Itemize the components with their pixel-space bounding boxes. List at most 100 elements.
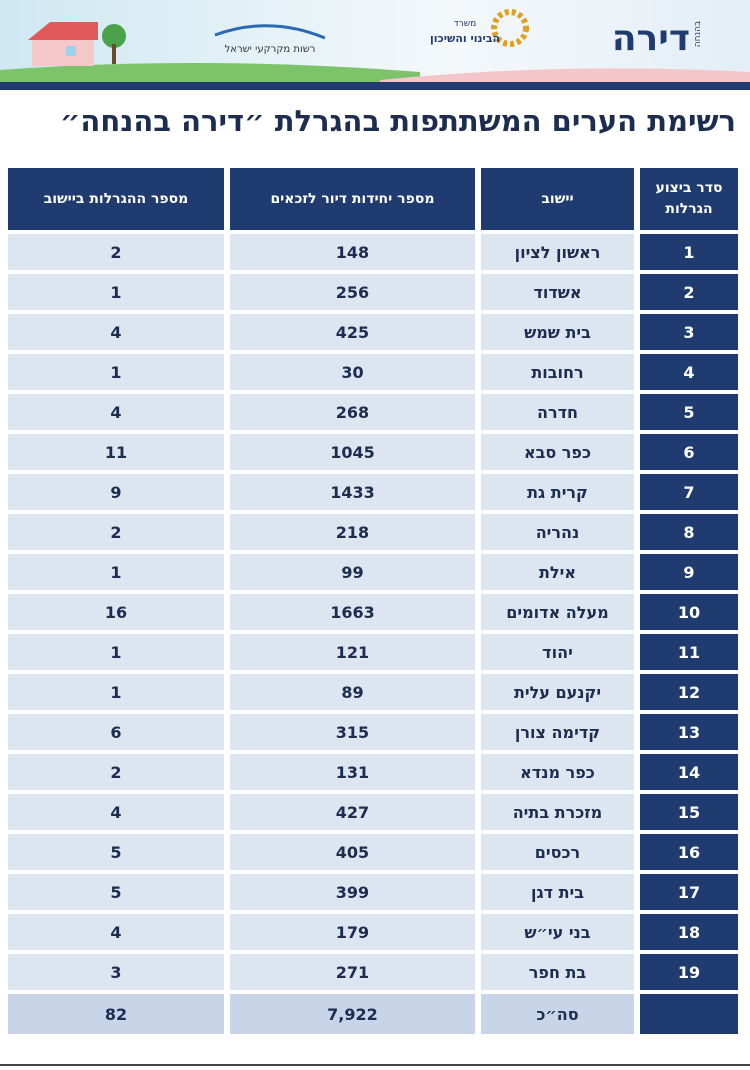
units-cell: 99 bbox=[229, 554, 475, 590]
table-row: 6 כפר סבא 1045 11 bbox=[8, 434, 738, 470]
table-row: 7 קרית גת 1433 9 bbox=[8, 474, 738, 510]
table-row: 3 בית שמש 425 4 bbox=[8, 314, 738, 350]
units-cell: 315 bbox=[229, 714, 475, 750]
trunk bbox=[112, 44, 116, 64]
order-cell: 14 bbox=[640, 754, 738, 790]
lotteries-cell: 5 bbox=[8, 834, 224, 870]
order-cell: 8 bbox=[640, 514, 738, 550]
column-header: מספר ההגרלות ביישוב bbox=[8, 168, 224, 230]
house bbox=[32, 38, 94, 66]
city-cell: בת חפר bbox=[480, 954, 634, 990]
units-cell: 427 bbox=[229, 794, 475, 830]
logo-main: דירה bbox=[612, 18, 690, 59]
banner: רשות מקרקעי ישראל משרד הבינוי והשיכון די… bbox=[0, 0, 750, 90]
title: רשימת הערים המשתתפות בהגרלת ״דירה בהנחה״ bbox=[59, 104, 736, 138]
ministry-name: הבינוי והשיכון bbox=[430, 32, 500, 45]
units-cell: 271 bbox=[229, 954, 475, 990]
table-row: 18 בני עי״ש 179 4 bbox=[8, 914, 738, 950]
order-cell: 6 bbox=[640, 434, 738, 470]
units-cell: 89 bbox=[229, 674, 475, 710]
city-cell: אילת bbox=[480, 554, 634, 590]
lotteries-cell: 3 bbox=[8, 954, 224, 990]
city-cell: יקנעם עלית bbox=[480, 674, 634, 710]
banner-band bbox=[0, 82, 750, 90]
units-cell: 1433 bbox=[229, 474, 475, 510]
lotteries-cell: 1 bbox=[8, 554, 224, 590]
city-cell: בית דגן bbox=[480, 874, 634, 910]
lotteries-cell: 2 bbox=[8, 754, 224, 790]
table-row: 13 קדימה צורן 315 6 bbox=[8, 714, 738, 750]
tree bbox=[102, 24, 126, 48]
table-row: 5 חדרה 268 4 bbox=[8, 394, 738, 430]
total-label: סה״כ bbox=[480, 994, 634, 1034]
logo-sub: בהנחה bbox=[693, 21, 703, 47]
units-cell: 399 bbox=[229, 874, 475, 910]
authority-name: רשות מקרקעי ישראל bbox=[225, 44, 316, 55]
city-cell: בית שמש bbox=[480, 314, 634, 350]
order-cell: 10 bbox=[640, 594, 738, 630]
table-row: 16 רכסים 405 5 bbox=[8, 834, 738, 870]
units-cell: 425 bbox=[229, 314, 475, 350]
table-row: 1 ראשון לציון 148 2 bbox=[8, 234, 738, 270]
column-header: יישוב bbox=[480, 168, 634, 230]
table-row: 9 אילת 99 1 bbox=[8, 554, 738, 590]
table-row: 2 אשדוד 256 1 bbox=[8, 274, 738, 310]
city-cell: נהריה bbox=[480, 514, 634, 550]
table-row: 15 מזכרת בתיה 427 4 bbox=[8, 794, 738, 830]
lotteries-cell: 11 bbox=[8, 434, 224, 470]
lotteries-cell: 4 bbox=[8, 794, 224, 830]
city-cell: ראשון לציון bbox=[480, 234, 634, 270]
lotteries-cell: 1 bbox=[8, 634, 224, 670]
total-units: 7,922 bbox=[229, 994, 475, 1034]
order-cell: 13 bbox=[640, 714, 738, 750]
roof bbox=[28, 22, 98, 40]
units-cell: 218 bbox=[229, 514, 475, 550]
order-cell: 1 bbox=[640, 234, 738, 270]
units-cell: 131 bbox=[229, 754, 475, 790]
order-cell: 5 bbox=[640, 394, 738, 430]
units-cell: 1663 bbox=[229, 594, 475, 630]
units-cell: 1045 bbox=[229, 434, 475, 470]
window bbox=[66, 46, 76, 56]
total-lotteries: 82 bbox=[8, 994, 224, 1034]
table-row: 10 מעלה אדומים 1663 16 bbox=[8, 594, 738, 630]
table-row: 4 רחובות 30 1 bbox=[8, 354, 738, 390]
lotteries-cell: 2 bbox=[8, 514, 224, 550]
units-cell: 179 bbox=[229, 914, 475, 950]
authority-swoosh bbox=[214, 24, 326, 40]
column-header: מספר יחידות דיור לזכאים bbox=[229, 168, 475, 230]
city-cell: יהוד bbox=[480, 634, 634, 670]
city-cell: מעלה אדומים bbox=[480, 594, 634, 630]
ministry-emblem bbox=[491, 9, 529, 47]
table-row: 8 נהריה 218 2 bbox=[8, 514, 738, 550]
table-body: 1 ראשון לציון 148 2 2 אשדוד 256 1 3 בית שמש 425 4 4 ר… bbox=[8, 234, 738, 1034]
order-cell: 7 bbox=[640, 474, 738, 510]
lotteries-cell: 2 bbox=[8, 234, 224, 270]
lotteries-cell: 5 bbox=[8, 874, 224, 910]
lotteries-cell: 16 bbox=[8, 594, 224, 630]
lotteries-cell: 1 bbox=[8, 674, 224, 710]
units-cell: 30 bbox=[229, 354, 475, 390]
order-cell: 11 bbox=[640, 634, 738, 670]
city-cell: רכסים bbox=[480, 834, 634, 870]
city-cell: קרית גת bbox=[480, 474, 634, 510]
order-cell: 4 bbox=[640, 354, 738, 390]
order-cell: 2 bbox=[640, 274, 738, 310]
city-cell: רחובות bbox=[480, 354, 634, 390]
table-row: 11 יהוד 121 1 bbox=[8, 634, 738, 670]
header-row: סדר ביצוע הגרלות יישוב מספר יחידות דיור לז… bbox=[8, 168, 738, 230]
lotteries-cell: 4 bbox=[8, 314, 224, 350]
order-cell: 12 bbox=[640, 674, 738, 710]
lotteries-cell: 6 bbox=[8, 714, 224, 750]
hill-pink bbox=[380, 68, 750, 82]
units-cell: 268 bbox=[229, 394, 475, 430]
lotteries-cell: 4 bbox=[8, 914, 224, 950]
table-row: 17 בית דגן 399 5 bbox=[8, 874, 738, 910]
total-order-cell bbox=[640, 994, 738, 1034]
bottom-rule bbox=[0, 1064, 750, 1066]
order-cell: 18 bbox=[640, 914, 738, 950]
table-row: 12 יקנעם עלית 89 1 bbox=[8, 674, 738, 710]
lotteries-cell: 4 bbox=[8, 394, 224, 430]
units-cell: 148 bbox=[229, 234, 475, 270]
